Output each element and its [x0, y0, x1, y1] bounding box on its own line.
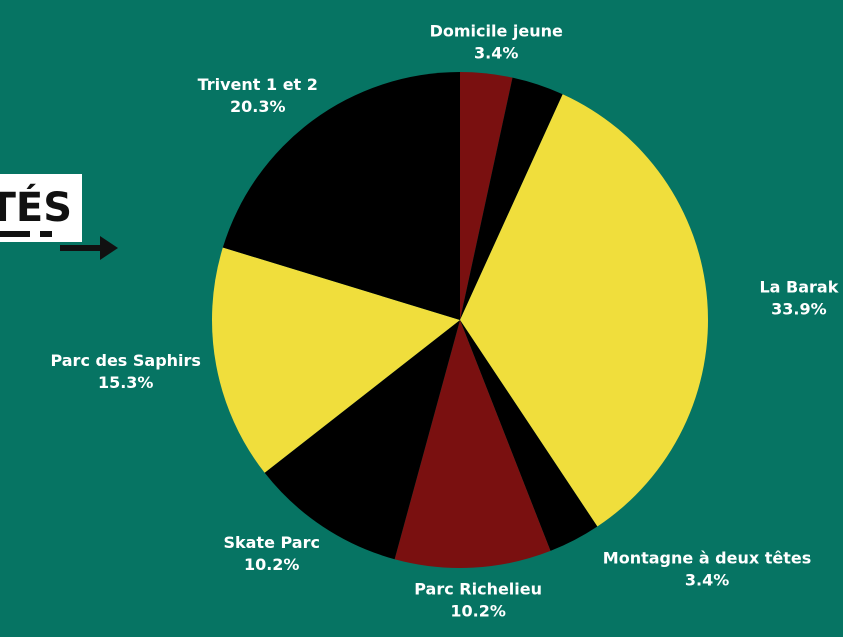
slice-value: 33.9%	[771, 299, 827, 318]
pie-slice	[222, 71, 460, 320]
pie-slice	[460, 77, 563, 321]
slice-name: Parc des Saphirs	[50, 351, 201, 370]
slice-name: Domicile jeune	[430, 21, 563, 40]
pie-slice	[264, 320, 460, 560]
slice-value: 15.3%	[98, 373, 154, 392]
slice-label: Parc des Saphirs 15.3%	[50, 351, 201, 392]
banner-box	[0, 174, 82, 242]
slice-label: La Barak 33.9%	[759, 277, 838, 318]
slice-name: Trivent 1 et 2	[198, 74, 318, 93]
slice-name: Skate Parc	[223, 533, 320, 552]
pie-slice	[394, 320, 551, 568]
slice-label: Parc Richelieu 10.2%	[414, 579, 542, 620]
slice-value: 3.4%	[474, 43, 518, 62]
pie-slice	[460, 72, 513, 320]
arrow-head	[100, 236, 118, 260]
slice-value: 20.3%	[230, 96, 286, 115]
pie-slice	[460, 320, 598, 551]
slice-label: Domicile jeune 3.4%	[430, 21, 563, 62]
banner-text: TÉS	[0, 183, 72, 231]
pie-slice	[460, 94, 708, 527]
slice-name: Montagne à deux têtes	[603, 548, 812, 567]
slice-label: Skate Parc 10.2%	[223, 533, 320, 574]
slice-value: 10.2%	[450, 601, 506, 620]
slice-label: Trivent 1 et 2 20.3%	[198, 74, 318, 115]
slice-name: La Barak	[759, 277, 838, 296]
slice-name: Parc Richelieu	[414, 579, 542, 598]
slice-value: 3.4%	[685, 570, 729, 589]
slice-value: 10.2%	[244, 555, 300, 574]
pie-slice	[211, 247, 460, 473]
slice-label: Montagne à deux têtes 3.4%	[603, 548, 812, 589]
